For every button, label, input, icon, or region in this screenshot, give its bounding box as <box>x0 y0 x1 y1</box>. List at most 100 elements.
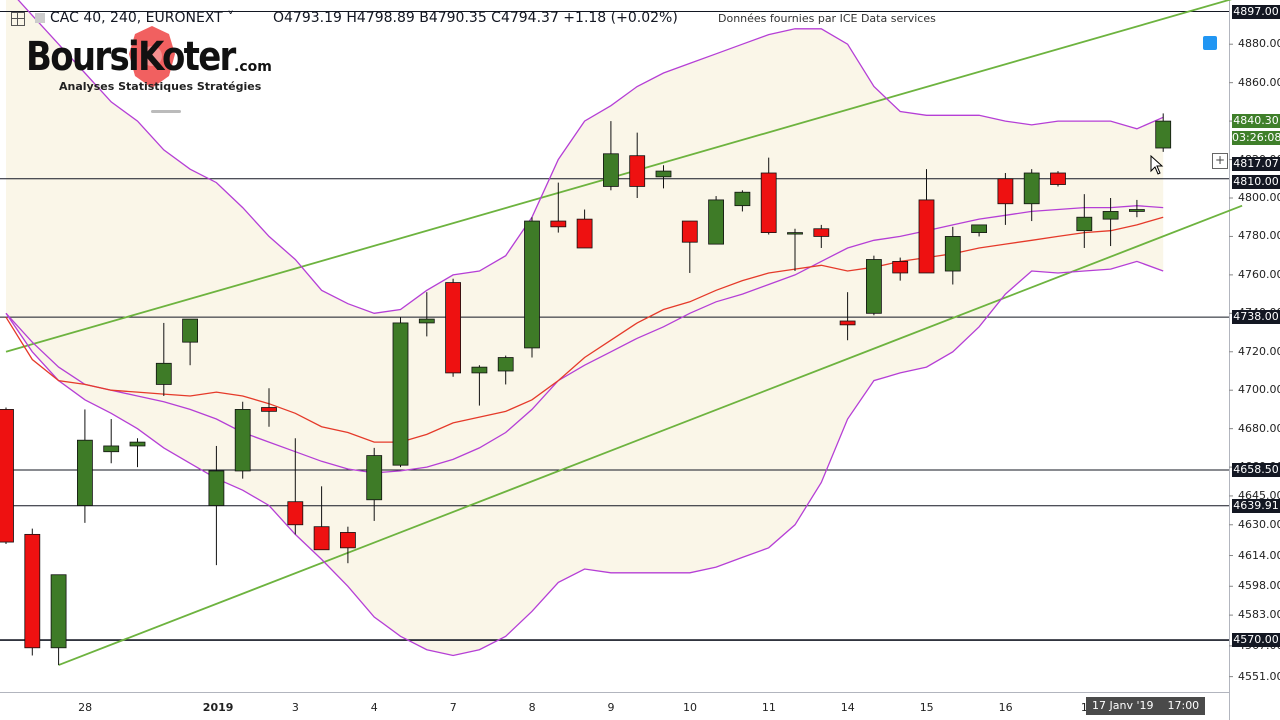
price-tick-label: 4800.00 <box>1238 190 1280 204</box>
logo-underline <box>151 110 181 113</box>
candle-body-35 <box>918 199 935 274</box>
price-tick-label: 4645.00 <box>1238 488 1280 502</box>
time-tick-label: 2019 <box>202 701 234 714</box>
candle-body-7 <box>182 318 199 343</box>
price-tag-0: 4897.00 <box>1232 4 1280 19</box>
trend-line-0 <box>5 0 1232 353</box>
candle-body-37 <box>971 224 987 233</box>
add-level-icon[interactable]: + <box>1212 153 1228 169</box>
candle-body-39 <box>1023 172 1040 205</box>
candle-body-21 <box>550 220 567 228</box>
candle-body-12 <box>313 526 330 551</box>
candle-body-11 <box>287 501 304 526</box>
candle-body-24 <box>629 155 646 187</box>
mouse-cursor-icon <box>1150 155 1164 175</box>
price-tick-label: 4598.00 <box>1238 579 1280 593</box>
candle-body-2 <box>50 574 67 649</box>
moving-average-line <box>5 216 1164 443</box>
candle-body-19 <box>497 357 514 372</box>
layout-grid-icon[interactable] <box>11 12 25 26</box>
price-tick-label: 4614.00 <box>1238 548 1280 562</box>
logo-seal-icon <box>129 26 175 88</box>
candle-body-22 <box>576 218 593 249</box>
time-tick-label: 28 <box>78 701 93 714</box>
candle-body-17 <box>445 282 462 374</box>
candle-body-5 <box>129 441 146 447</box>
boursikoter-logo: BoursiKoter .com Analyses Statistiques S… <box>26 26 272 114</box>
price-tag-1: 4840.30 <box>1232 113 1280 128</box>
crosshair-time-label: 17 Janv '19 17:00 <box>1086 697 1206 715</box>
crosshair-time: 17:00 <box>1167 699 1200 712</box>
bollinger-upper-line <box>17 0 1164 314</box>
candle-body-10 <box>261 407 277 412</box>
time-tick-label: 7 <box>449 701 457 714</box>
time-tick-label: 15 <box>919 701 934 714</box>
candle-body-16 <box>418 318 435 324</box>
candle-body-32 <box>839 320 856 326</box>
candle-body-40 <box>1050 172 1066 185</box>
price-tag-4: 4810.00 <box>1232 174 1280 189</box>
price-tag-2: 03:26:08 <box>1232 130 1280 145</box>
price-tick-label: 4630.00 <box>1238 517 1280 531</box>
candle-body-20 <box>524 220 540 349</box>
price-tag-5: 4738.00 <box>1232 310 1280 325</box>
candle-body-31 <box>813 228 830 237</box>
candle-body-34 <box>892 261 909 274</box>
price-tick-label: 4583.00 <box>1238 608 1280 622</box>
price-tick-label: 4860.00 <box>1238 75 1280 89</box>
price-tag-8: 4570.00 <box>1232 633 1280 648</box>
candle-body-38 <box>997 178 1014 205</box>
logo-brand: BoursiKoter <box>26 34 236 80</box>
price-tick-label: 4780.00 <box>1238 229 1280 243</box>
candle-body-42 <box>1102 211 1119 220</box>
candle-body-25 <box>655 170 672 178</box>
candle-body-3 <box>77 439 93 506</box>
time-tick-label: 14 <box>840 701 855 714</box>
price-tag-7: 4639.91 <box>1232 498 1280 513</box>
time-tick-label: 1 <box>1080 701 1088 714</box>
candle-body-33 <box>866 259 882 314</box>
price-tick-label: 4880.00 <box>1238 37 1280 51</box>
candle-body-26 <box>681 220 698 243</box>
candle-body-13 <box>339 532 356 549</box>
price-tick-label: 4700.00 <box>1238 383 1280 397</box>
logo-tagline: Analyses Statistiques Stratégies <box>59 80 262 93</box>
time-tick-label: 10 <box>683 701 697 714</box>
time-tick-label: 4 <box>370 701 378 714</box>
price-tick-label: 4551.00 <box>1238 669 1280 683</box>
price-tick-label: 4760.00 <box>1238 267 1280 281</box>
price-tag-6: 4658.50 <box>1232 462 1280 477</box>
candle-body-43 <box>1129 209 1145 212</box>
candle-body-28 <box>734 191 751 207</box>
time-tick-label: 16 <box>998 701 1013 714</box>
candle-body-6 <box>155 362 172 385</box>
time-tick-label: 9 <box>607 701 615 714</box>
candle-body-30 <box>787 232 803 235</box>
price-tag-3: 4817.07 <box>1232 157 1280 172</box>
candle-body-1 <box>24 533 41 649</box>
trend-line-1 <box>58 204 1243 666</box>
candle-body-4 <box>103 445 120 453</box>
data-source-note: Données fournies par ICE Data services <box>718 12 936 25</box>
flag-icon[interactable] <box>1203 36 1217 50</box>
price-tick-label: 4680.00 <box>1238 421 1280 435</box>
candle-body-23 <box>603 153 619 187</box>
bollinger-lower-line <box>5 260 1164 657</box>
candle-body-14 <box>366 455 383 501</box>
candle-body-9 <box>234 409 251 472</box>
candle-body-41 <box>1076 216 1093 232</box>
price-tick-label: 4720.00 <box>1238 344 1280 358</box>
candle-body-15 <box>392 322 409 466</box>
time-tick-label: 11 <box>761 701 776 714</box>
time-tick-label: 8 <box>528 701 536 714</box>
symbol-label[interactable]: CAC 40, 240, EURONEXT ˅ <box>50 10 235 26</box>
candle-body-0 <box>0 409 14 543</box>
candle-body-29 <box>760 172 777 233</box>
bollinger-middle-line <box>5 205 1164 474</box>
symbol-square-icon <box>35 13 45 23</box>
logo-domain: .com <box>234 59 272 75</box>
candle-body-8 <box>208 470 225 506</box>
candle-body-44 <box>1155 120 1172 149</box>
